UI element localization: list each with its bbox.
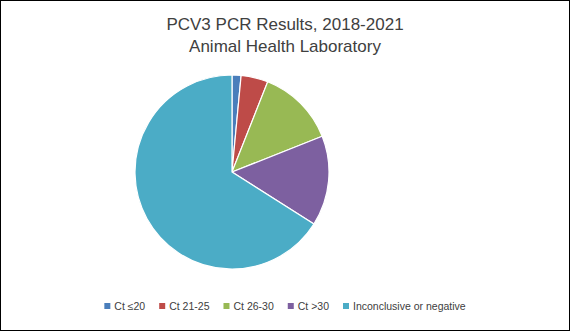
legend-item: Ct 26-30: [223, 300, 273, 312]
slice: [135, 75, 314, 269]
legend-swatch: [223, 303, 229, 309]
legend-label: Ct ≤20: [114, 300, 145, 312]
legend-label: Inconclusive or negative: [353, 300, 466, 312]
legend-item: Ct ≤20: [104, 300, 145, 312]
frame: [1, 1, 570, 331]
subtitle: Animal Health Laboratory: [189, 37, 381, 56]
legend-swatch: [159, 303, 165, 309]
legend-label: Ct 26-30: [233, 300, 273, 312]
legend-item: Ct >30: [288, 300, 329, 312]
legend-item: Inconclusive or negative: [343, 300, 466, 312]
slices: [135, 75, 329, 269]
legend-swatch: [343, 303, 349, 309]
legend-label: Ct >30: [298, 300, 329, 312]
chart: PCV3 PCR Results, 2018-2021 Animal Health…: [0, 0, 570, 331]
legend-label: Ct 21-25: [169, 300, 209, 312]
legend-item: Ct 21-25: [159, 300, 209, 312]
title: PCV3 PCR Results, 2018-2021: [166, 15, 403, 34]
legend: Ct ≤20 Ct 21-25 Ct 26-30 Ct >30 Inconclusive…: [104, 300, 465, 312]
legend-swatch: [104, 303, 110, 309]
legend-swatch: [288, 303, 294, 309]
